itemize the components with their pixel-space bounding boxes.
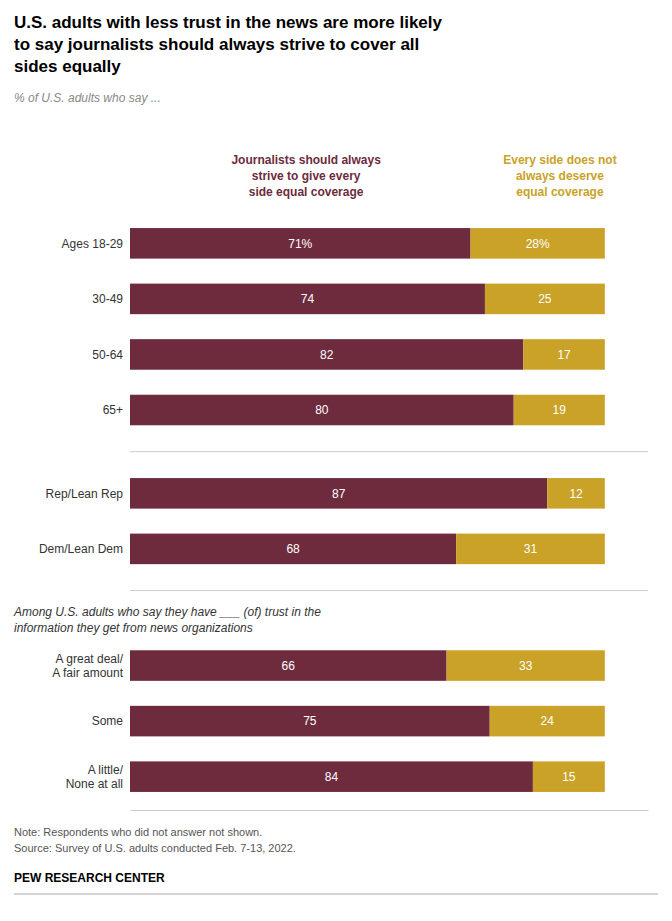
data-label: 75 (303, 714, 317, 728)
text-line: Source: Survey of U.S. adults conducted … (14, 842, 296, 854)
bar (485, 284, 605, 315)
bar (547, 478, 605, 509)
data-labels: 71% 74 82 80 87 68 66 75 84 28% 25 17 19 12 31 33 24 15 (282, 237, 583, 784)
bar (130, 284, 485, 315)
data-label: 71% (288, 237, 312, 251)
text-line: A fair amount (52, 666, 123, 680)
data-label: 17 (557, 348, 571, 362)
data-label: 68 (286, 542, 300, 556)
footer-rule (14, 894, 658, 895)
bars (130, 228, 605, 792)
text-line: A little/ (88, 763, 124, 777)
y-tick-label: A great deal/A fair amount (52, 652, 123, 680)
y-tick: 50-64 (92, 348, 123, 362)
y-tick-label: 65+ (103, 403, 123, 417)
bar (130, 339, 523, 370)
text-line: None at all (66, 777, 123, 791)
bar (130, 478, 547, 509)
title: U.S. adults with less trust in the news … (14, 13, 443, 76)
separators (130, 452, 648, 591)
data-label: 15 (562, 770, 576, 784)
bar (130, 395, 514, 426)
text-line: 30-49 (92, 292, 123, 306)
data-label: 33 (519, 659, 533, 673)
legend: Journalists should always strive to give … (231, 153, 616, 199)
separator (130, 451, 648, 452)
y-tick-label: Dem/Lean Dem (39, 542, 123, 556)
bar (533, 761, 605, 792)
y-tick-label: Ages 18-29 (62, 237, 124, 251)
text-line: side equal coverage (249, 185, 364, 199)
source: PEW RESEARCH CENTER (14, 871, 165, 885)
data-label: 31 (524, 542, 538, 556)
data-label: 24 (541, 714, 555, 728)
text-line: A great deal/ (56, 652, 124, 666)
text-line: to say journalists should always strive … (14, 35, 419, 54)
text-line: Journalists should always (231, 153, 381, 167)
bar (130, 761, 533, 792)
y-tick: Ages 18-29 (62, 237, 124, 251)
y-tick: Some (92, 714, 124, 728)
y-tick: Rep/Lean Rep (46, 487, 124, 501)
data-label: 12 (569, 487, 583, 501)
y-tick: Dem/Lean Dem (39, 542, 123, 556)
text-line: Rep/Lean Rep (46, 487, 124, 501)
text-line: Some (92, 714, 124, 728)
bar (130, 534, 456, 565)
text-line: Dem/Lean Dem (39, 542, 123, 556)
data-label: 19 (553, 403, 567, 417)
text-line: Ages 18-29 (62, 237, 124, 251)
y-tick-label: Some (92, 714, 124, 728)
text-line: Among U.S. adults who say they have ___ … (13, 605, 321, 619)
data-label: 25 (538, 292, 552, 306)
y-tick: A great deal/A fair amount (52, 652, 123, 680)
x-axis (131, 810, 649, 811)
legend-entry: Journalists should always strive to give … (231, 153, 381, 199)
chart: U.S. adults with less trust in the news … (0, 0, 672, 921)
note: Note: Respondents who did not answer not… (14, 826, 296, 854)
bar (490, 706, 605, 737)
y-tick-label: A little/None at all (66, 763, 124, 791)
text-line: U.S. adults with less trust in the news … (14, 13, 443, 32)
y-tick: A little/None at all (66, 763, 124, 791)
text-line: Note: Respondents who did not answer not… (14, 826, 262, 838)
data-label: 84 (325, 770, 339, 784)
bar (471, 228, 605, 259)
data-label: 80 (315, 403, 329, 417)
section-label: Among U.S. adults who say they have ___ … (13, 605, 321, 635)
text-line: always deserve (516, 169, 604, 183)
y-tick-label: Rep/Lean Rep (46, 487, 124, 501)
text-line: information they get from news organizat… (14, 621, 253, 635)
bar (130, 706, 490, 737)
text-line: Every side does not (503, 153, 616, 167)
bar (130, 650, 447, 681)
data-label: 74 (301, 292, 315, 306)
data-label: 66 (282, 659, 296, 673)
bar (447, 650, 605, 681)
bar (456, 534, 605, 565)
bar (523, 339, 605, 370)
text-line: 50-64 (92, 348, 123, 362)
data-label: 82 (320, 348, 334, 362)
text-line: 65+ (103, 403, 123, 417)
y-axis: Ages 18-29 30-49 50-64 65+ Rep/Lean Rep Dem/L… (39, 237, 124, 792)
text-line: strive to give every (252, 169, 361, 183)
subtitle: % of U.S. adults who say ... (14, 91, 161, 105)
text-line: sides equally (14, 57, 121, 76)
bar (514, 395, 605, 426)
text-line: equal coverage (516, 185, 604, 199)
data-label: 87 (332, 487, 346, 501)
y-tick-label: 50-64 (92, 348, 123, 362)
bar (130, 228, 471, 259)
legend-entry: Every side does not always deserve equal c… (503, 153, 616, 199)
x-axis-line (131, 810, 649, 811)
separator (130, 590, 648, 591)
y-tick-label: 30-49 (92, 292, 123, 306)
y-tick: 30-49 (92, 292, 123, 306)
y-tick: 65+ (103, 403, 123, 417)
data-label: 28% (526, 237, 550, 251)
